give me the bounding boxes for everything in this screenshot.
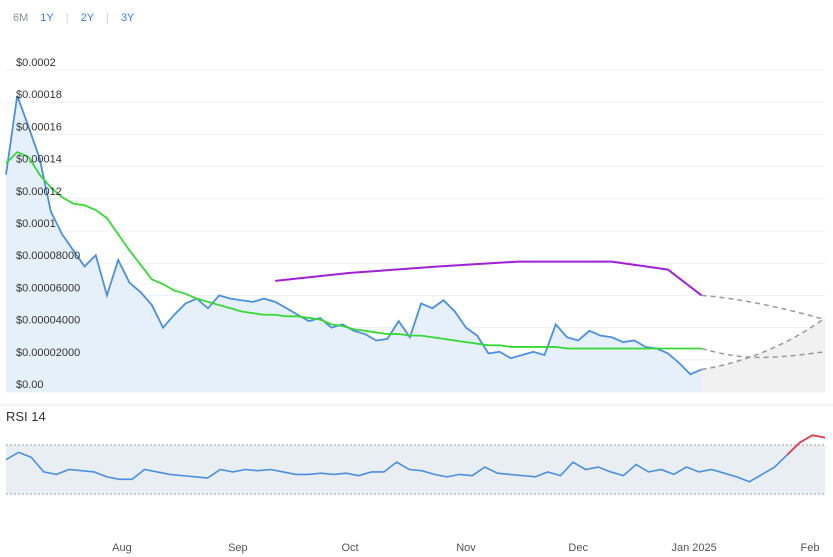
- tab-separator: |: [65, 12, 69, 24]
- ma-purple-line: [275, 260, 703, 297]
- y-tick-label: $0.00012: [16, 186, 62, 198]
- x-tick-label: Oct: [341, 542, 358, 554]
- tab-3y[interactable]: 3Y: [120, 12, 135, 24]
- x-tick-label: Sep: [228, 542, 248, 554]
- price-area: [6, 95, 702, 392]
- y-tick-label: $0.00006000: [16, 282, 80, 294]
- y-tick-label: $0.00016: [16, 121, 62, 133]
- rsi-line: [5, 434, 826, 483]
- forecast-lower: [701, 347, 826, 359]
- x-tick-label: Feb: [801, 542, 820, 554]
- rsi-overbought-segment: [786, 434, 826, 456]
- range-tabs: 6M 1Y | 2Y | 3Y: [13, 12, 134, 24]
- y-tick-label: $0.00002000: [16, 347, 80, 359]
- ma-green-line: [5, 151, 702, 350]
- price-line: [5, 95, 702, 376]
- y-tick-label: $0.00018: [16, 89, 62, 101]
- rsi-title: RSI 14: [6, 409, 46, 424]
- y-tick-label: $0.00004000: [16, 315, 80, 327]
- tab-1y[interactable]: 1Y: [40, 12, 54, 24]
- tab-separator: |: [106, 12, 109, 24]
- y-tick-label: $0.0002: [16, 57, 56, 69]
- x-tick-label: Dec: [568, 542, 588, 554]
- forecast-area: [701, 317, 825, 392]
- tab-2y[interactable]: 2Y: [80, 12, 95, 24]
- y-tick-label: $0.0001: [16, 218, 56, 230]
- forecast-mid: [701, 317, 826, 371]
- x-tick-label: Nov: [456, 542, 476, 554]
- y-tick-label: $0.00014: [16, 154, 62, 166]
- y-tick-label: $0.00008000: [16, 250, 80, 262]
- tab-6m[interactable]: 6M: [13, 12, 29, 24]
- x-tick-label: Aug: [112, 542, 132, 554]
- x-tick-label: Jan 2025: [671, 542, 716, 554]
- forecast-upper: [701, 294, 826, 321]
- y-tick-label: $0.00: [16, 379, 44, 391]
